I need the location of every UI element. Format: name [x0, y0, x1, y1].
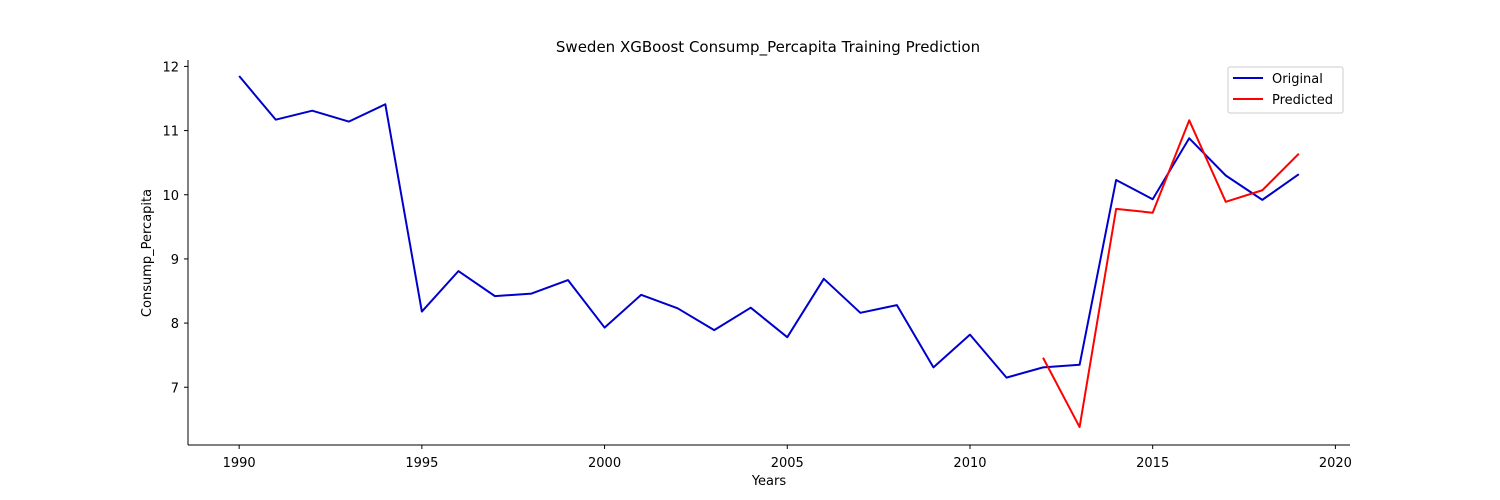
- y-tick-label: 11: [162, 125, 179, 140]
- legend-label-predicted: Predicted: [1272, 93, 1333, 108]
- x-ticks: 1990 1995 2000 2005 2010 2015 2020: [223, 445, 1352, 471]
- x-axis-title: Years: [751, 474, 787, 489]
- y-tick-label: 8: [171, 317, 179, 332]
- y-axis-title: Consump_Percapita: [140, 189, 155, 317]
- plot-area: [238, 75, 1300, 429]
- legend-label-original: Original: [1272, 72, 1323, 87]
- axes: [187, 60, 1350, 446]
- x-tick-label: 1990: [223, 456, 256, 471]
- x-tick-label: 1995: [405, 456, 438, 471]
- chart-title: Sweden XGBoost Consump_Percapita Trainin…: [556, 38, 980, 57]
- y-tick-label: 10: [162, 189, 179, 204]
- legend: Original Predicted: [1227, 66, 1344, 114]
- series-line-predicted: [1042, 119, 1300, 429]
- x-tick-label: 2010: [953, 456, 986, 471]
- y-tick-label: 12: [162, 60, 179, 75]
- x-tick-label: 2015: [1136, 456, 1169, 471]
- y-tick-label: 7: [171, 381, 179, 396]
- x-tick-label: 2000: [588, 456, 621, 471]
- y-ticks: 7 8 9 10 11 12: [162, 60, 188, 396]
- series-line-original: [238, 75, 1300, 379]
- x-tick-label: 2005: [771, 456, 804, 471]
- x-tick-label: 2020: [1319, 456, 1352, 471]
- y-tick-label: 9: [171, 253, 179, 268]
